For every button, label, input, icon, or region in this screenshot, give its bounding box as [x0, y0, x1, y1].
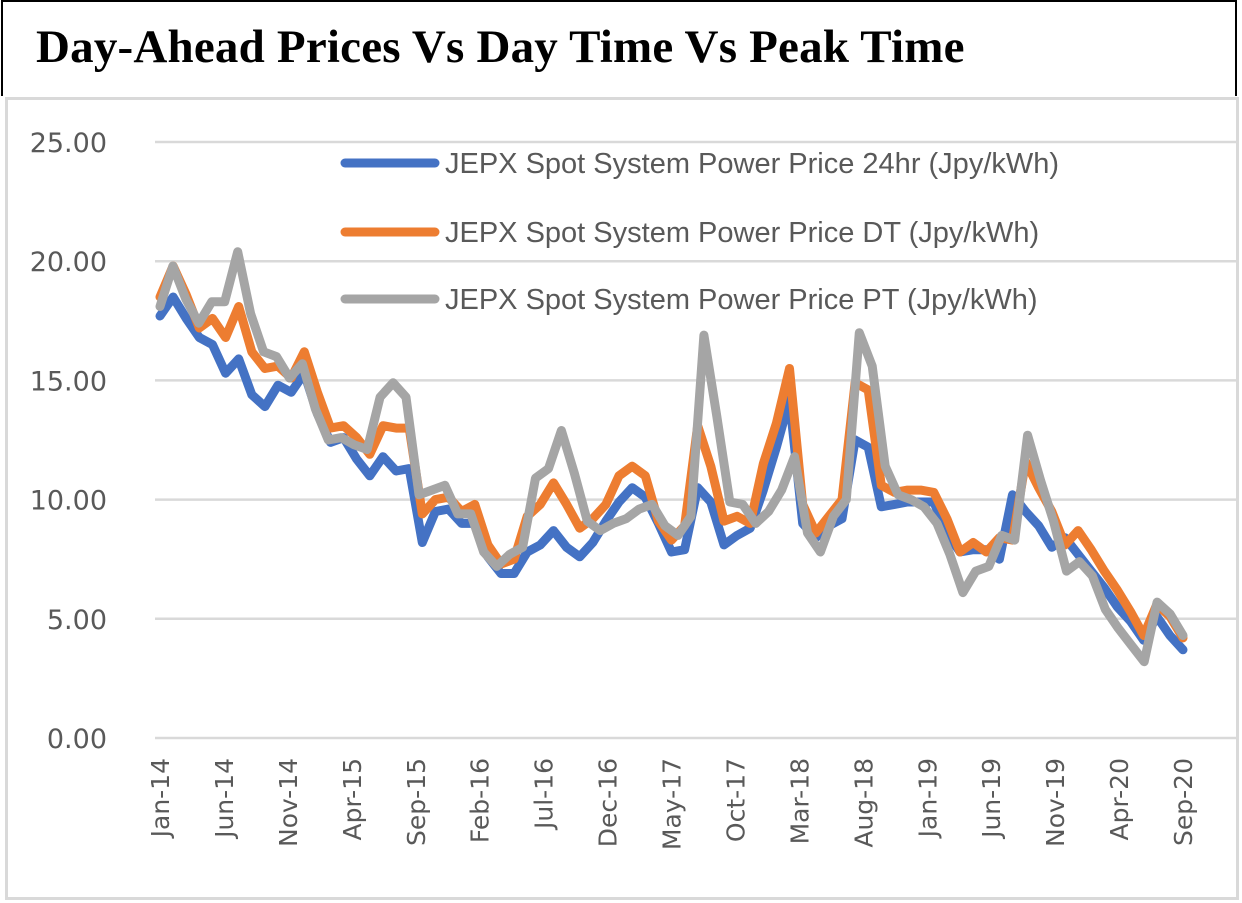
- x-tick-label: Sep-15: [402, 758, 431, 846]
- x-tick-label: Nov-14: [274, 758, 303, 847]
- legend: JEPX Spot System Power Price 24hr (Jpy/k…: [340, 148, 1059, 316]
- x-tick-label: Apr-20: [1105, 758, 1134, 840]
- y-tick-label: 5.00: [47, 605, 107, 636]
- x-tick-label: Mar-18: [785, 758, 814, 844]
- legend-label: JEPX Spot System Power Price 24hr (Jpy/k…: [445, 148, 1059, 180]
- legend-label: JEPX Spot System Power Price PT (Jpy/kWh…: [445, 284, 1038, 316]
- x-tick-label: Jul-16: [530, 758, 559, 831]
- x-tick-label: Aug-18: [849, 758, 878, 848]
- x-tick-label: Feb-16: [466, 758, 495, 843]
- legend-item: JEPX Spot System Power Price PT (Jpy/kWh…: [340, 284, 1038, 316]
- legend-label: JEPX Spot System Power Price DT (Jpy/kWh…: [445, 217, 1039, 249]
- chart-title: Day-Ahead Prices Vs Day Time Vs Peak Tim…: [36, 21, 965, 73]
- x-tick-label: Oct-17: [721, 758, 750, 842]
- x-tick-label: Jun-14: [210, 758, 239, 840]
- legend-item: JEPX Spot System Power Price 24hr (Jpy/k…: [340, 148, 1059, 180]
- x-tick-label: Jan-19: [913, 758, 942, 839]
- series-line-2: [155, 247, 1188, 667]
- x-tick-label: Sep-20: [1169, 758, 1198, 846]
- x-tick-label: Dec-16: [594, 758, 623, 847]
- x-tick-label: Jun-19: [977, 758, 1006, 840]
- title-box: Day-Ahead Prices Vs Day Time Vs Peak Tim…: [1, 0, 1237, 96]
- x-axis-ticks: Jan-14 Jun-14 Nov-14 Apr-15 Sep-15 Feb-16 Jul-…: [146, 758, 1198, 850]
- legend-item: JEPX Spot System Power Price DT (Jpy/kWh…: [340, 217, 1039, 249]
- x-tick-label: Nov-19: [1041, 758, 1070, 847]
- y-tick-label: 15.00: [30, 366, 107, 397]
- y-tick-label: 25.00: [30, 128, 107, 159]
- series-lines: [155, 247, 1188, 667]
- x-tick-label: Apr-15: [338, 758, 367, 840]
- x-tick-label: May-17: [658, 758, 687, 850]
- y-tick-label: 10.00: [30, 486, 107, 517]
- y-tick-label: 0.00: [47, 724, 107, 755]
- y-tick-label: 20.00: [30, 247, 107, 278]
- x-tick-label: Jan-14: [146, 758, 175, 839]
- y-axis-ticks: 0.00 5.00 10.00 15.00 20.00 25.00: [30, 128, 107, 755]
